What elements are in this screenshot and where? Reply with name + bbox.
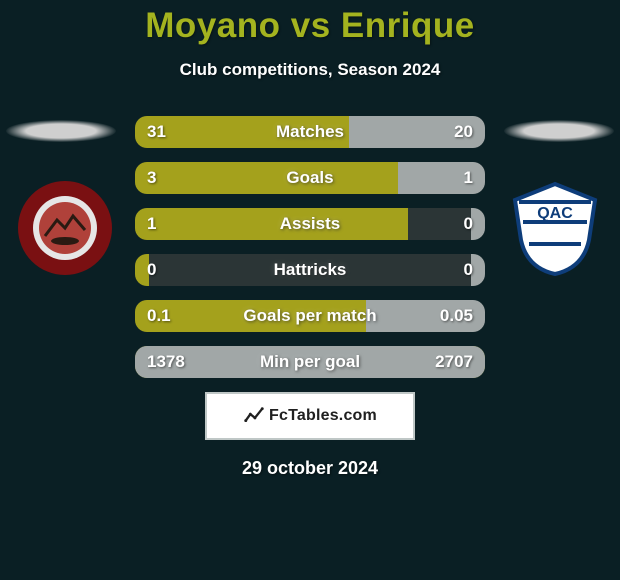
- stat-row: Assists1 0: [135, 208, 485, 240]
- source-badge: FcTables.com: [205, 392, 415, 440]
- subtitle: Club competitions, Season 2024: [0, 60, 620, 80]
- stat-value-left: 0: [147, 254, 156, 286]
- stat-label: Hattricks: [135, 254, 485, 286]
- stat-row: Hattricks0 0: [135, 254, 485, 286]
- stat-value-right: 1: [464, 162, 473, 194]
- stat-row: Goals per match0.1 0.05: [135, 300, 485, 332]
- left-column: [0, 116, 130, 278]
- stat-row: Goals3 1: [135, 162, 485, 194]
- infographic-root: Moyano vs Enrique Club competitions, Sea…: [0, 0, 620, 580]
- stat-value-right: 2707: [435, 346, 473, 378]
- stat-label: Min per goal: [135, 346, 485, 378]
- stat-label: Goals: [135, 162, 485, 194]
- stat-value-left: 1: [147, 208, 156, 240]
- title-vs: vs: [291, 6, 331, 45]
- svg-text:QAC: QAC: [537, 205, 573, 222]
- player-shadow-left: [6, 120, 116, 142]
- club-crest-right: QAC: [505, 178, 605, 278]
- stat-value-left: 0.1: [147, 300, 171, 332]
- player-shadow-right: [504, 120, 614, 142]
- stat-value-right: 0: [464, 208, 473, 240]
- fctables-logo-icon: [243, 405, 265, 427]
- stats-column: Matches3120Goals31Assists10Hattricks00Go…: [135, 116, 485, 378]
- shield-icon: [15, 178, 115, 278]
- title-player-right: Enrique: [341, 6, 475, 45]
- stat-value-left: 31: [147, 116, 166, 148]
- club-crest-left: [15, 178, 115, 278]
- stat-value-left: 3: [147, 162, 156, 194]
- stat-label: Goals per match: [135, 300, 485, 332]
- page-title: Moyano vs Enrique: [0, 0, 620, 46]
- date-text: 29 october 2024: [0, 458, 620, 479]
- stat-value-left: 1378: [147, 346, 185, 378]
- right-column: QAC: [490, 116, 620, 278]
- stat-row: Min per goal1378 2707: [135, 346, 485, 378]
- stat-label: Assists: [135, 208, 485, 240]
- content-area: QAC Matches3120Goals31Assists10Hattricks…: [0, 116, 620, 378]
- title-player-left: Moyano: [145, 6, 280, 45]
- stat-value-right: 0: [464, 254, 473, 286]
- stat-label: Matches: [135, 116, 485, 148]
- shield-icon: QAC: [505, 178, 605, 278]
- stat-value-right: 20: [454, 116, 473, 148]
- source-badge-text: FcTables.com: [269, 407, 377, 425]
- stat-row: Matches31 20: [135, 116, 485, 148]
- stat-value-right: 0.05: [440, 300, 473, 332]
